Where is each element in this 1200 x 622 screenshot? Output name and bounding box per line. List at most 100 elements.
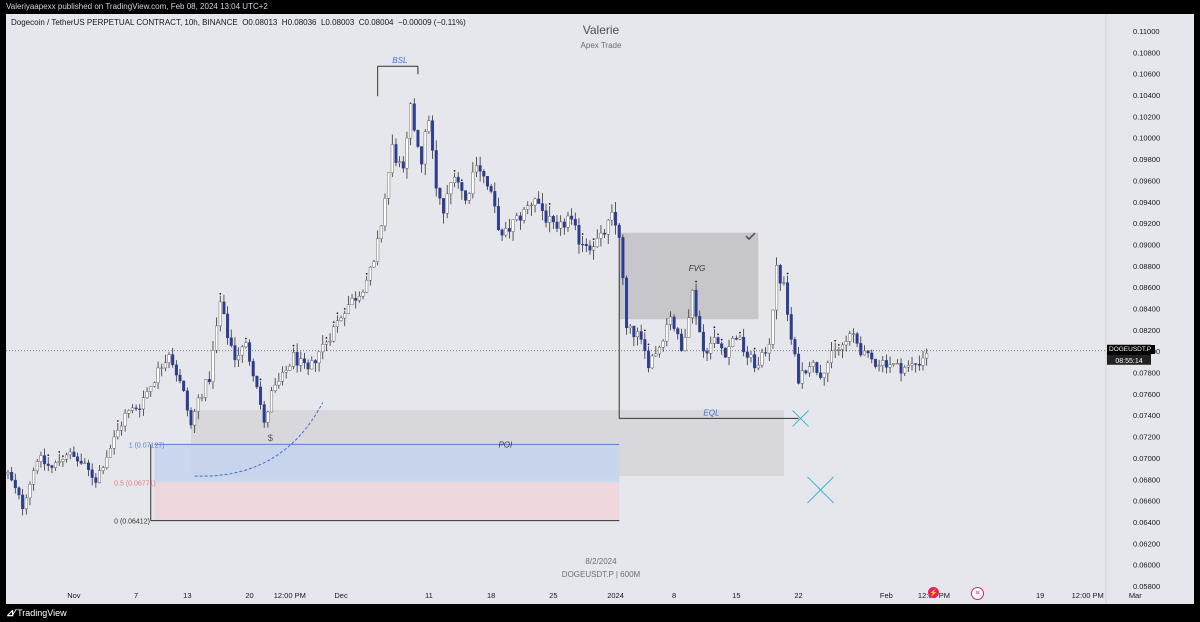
- candle-body: [665, 324, 669, 342]
- candle-body: [288, 366, 292, 371]
- us-flag-icon[interactable]: ≡: [971, 587, 984, 600]
- candle-body: [324, 341, 328, 345]
- y-tick-label: 0.06800: [1133, 475, 1160, 484]
- y-tick-label: 0.09600: [1133, 176, 1160, 185]
- candle-body: [185, 390, 189, 411]
- candle-body: [467, 193, 471, 201]
- y-tick-label: 0.10200: [1133, 112, 1160, 121]
- candle-body: [123, 413, 127, 427]
- tradingview-logo[interactable]: ⊿⁄ TradingView: [6, 607, 67, 619]
- candle-body: [892, 363, 896, 365]
- high-value: H0.08036: [281, 18, 317, 27]
- x-tick-label: 18: [487, 591, 495, 600]
- candle-body: [193, 411, 197, 426]
- candle-body: [127, 410, 131, 414]
- poi-label: POI: [498, 440, 513, 449]
- candle-body: [226, 313, 230, 339]
- candle-body: [32, 470, 36, 485]
- candle-body: [94, 477, 98, 483]
- candle-body: [657, 347, 661, 355]
- candle-body: [200, 397, 204, 399]
- candle-body: [496, 206, 500, 231]
- candle-body: [610, 212, 614, 221]
- candle-body: [738, 336, 742, 340]
- y-tick-label: 0.06600: [1133, 497, 1160, 506]
- candle-body: [405, 137, 409, 169]
- candle-body: [537, 198, 541, 204]
- candle-body: [50, 465, 54, 468]
- y-tick-label: 0.07400: [1133, 411, 1160, 420]
- candle-body: [90, 469, 94, 478]
- candle-body: [903, 367, 907, 374]
- candle-body: [581, 243, 585, 246]
- candle-body: [427, 120, 431, 132]
- candle-body: [848, 333, 852, 342]
- x-tick-label: 19: [1036, 591, 1044, 600]
- candle-body: [299, 358, 303, 366]
- candle-body: [873, 358, 877, 367]
- candle-body: [423, 131, 427, 165]
- candle-body: [270, 390, 274, 413]
- candle-body: [343, 313, 347, 319]
- candle-body: [215, 325, 219, 351]
- x-tick-label: Dec: [334, 591, 348, 600]
- dashed-arc: [194, 402, 324, 477]
- candle-body: [21, 494, 25, 510]
- candle-body: [727, 346, 731, 358]
- candle-body: [167, 354, 171, 363]
- candle-body: [291, 352, 295, 367]
- candle-body: [643, 339, 647, 351]
- x-tick-label: 7: [134, 591, 138, 600]
- candle-body: [28, 484, 32, 499]
- candle-body: [379, 225, 383, 239]
- candle-marker: [753, 347, 756, 350]
- candle-body: [478, 165, 482, 172]
- candle-body: [35, 461, 39, 471]
- footer: ⊿⁄ TradingView: [0, 604, 1200, 622]
- candle-marker: [548, 203, 551, 205]
- cross-low-b: [807, 476, 834, 504]
- x-tick-label: 13: [183, 591, 191, 600]
- candle-body: [163, 362, 167, 369]
- candle-body: [357, 296, 361, 301]
- candle-body: [317, 351, 321, 364]
- candle-body: [460, 182, 464, 191]
- y-tick-label: 0.10400: [1133, 91, 1160, 100]
- lightning-icon[interactable]: ⚡: [928, 587, 939, 598]
- candle-body: [204, 379, 208, 398]
- candle-body: [566, 215, 570, 228]
- candle-body: [138, 408, 142, 410]
- candle-body: [365, 279, 369, 293]
- candle-body: [625, 277, 629, 329]
- candle-body: [346, 304, 350, 314]
- candle-body: [456, 176, 460, 183]
- y-tick-label: 0.09200: [1133, 219, 1160, 228]
- candle-body: [826, 362, 830, 374]
- x-tick-label: 2024: [607, 591, 624, 600]
- candle-body: [116, 430, 120, 438]
- candle-body: [544, 210, 548, 223]
- candle-body: [515, 215, 519, 220]
- candle-body: [229, 337, 233, 346]
- y-tick-label: 0.07200: [1133, 433, 1160, 442]
- candle-body: [511, 219, 515, 232]
- candlestick-chart[interactable]: 0.11000 0.10800 0.10600 0.10400 0.10200 0.100…: [6, 14, 1194, 604]
- checkmark-icon: [745, 232, 756, 241]
- candle-body: [518, 215, 522, 221]
- candle-marker: [720, 338, 723, 341]
- candle-body: [339, 317, 343, 321]
- candle-body: [266, 411, 270, 423]
- candle-marker: [325, 337, 328, 339]
- y-tick-label: 0.09000: [1133, 240, 1160, 249]
- y-tick-label: 0.10600: [1133, 70, 1160, 79]
- chart-panel[interactable]: 0.11000 0.10800 0.10600 0.10400 0.10200 0.100…: [6, 14, 1194, 604]
- candle-body: [588, 245, 592, 251]
- candle-body: [420, 146, 424, 165]
- candle-body: [160, 367, 164, 369]
- candle-body: [354, 297, 358, 301]
- candle-body: [881, 360, 885, 366]
- candle-body: [6, 472, 10, 475]
- candle-body: [584, 244, 588, 247]
- y-tick-label: 0.10800: [1133, 48, 1160, 57]
- candle-body: [237, 354, 241, 361]
